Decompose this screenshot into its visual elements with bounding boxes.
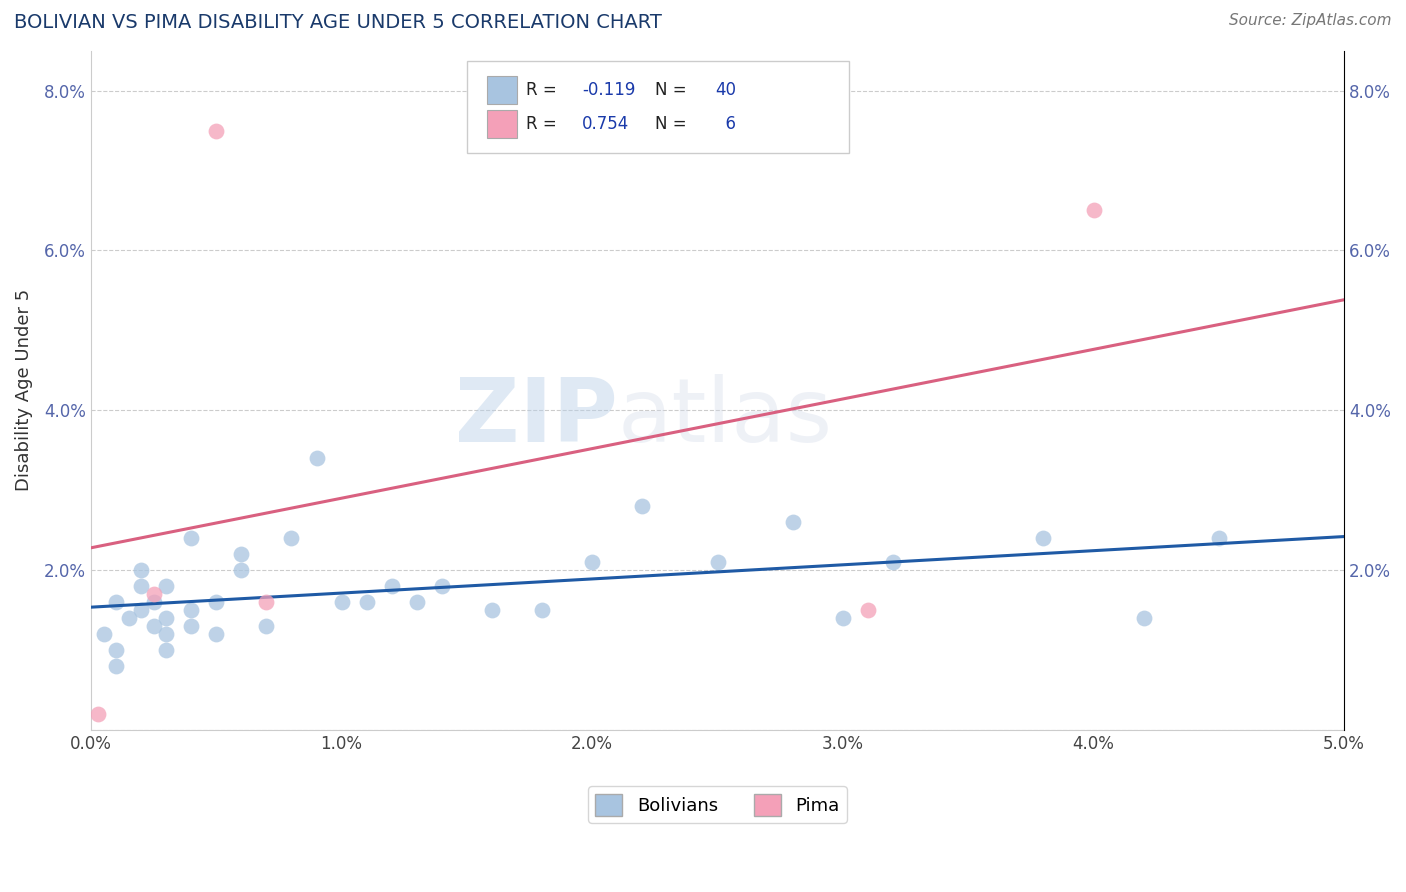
FancyBboxPatch shape: [486, 111, 517, 137]
Point: [117, 611, 139, 625]
Point: [129, 603, 152, 617]
Text: ZIP: ZIP: [454, 374, 617, 461]
Point: [155, 643, 177, 657]
Point: [105, 659, 128, 673]
Point: [430, 579, 453, 593]
Point: [180, 531, 202, 545]
Text: BOLIVIAN VS PIMA DISABILITY AGE UNDER 5 CORRELATION CHART: BOLIVIAN VS PIMA DISABILITY AGE UNDER 5 …: [14, 13, 662, 32]
Text: N =: N =: [655, 81, 692, 99]
Point: [205, 627, 228, 641]
Point: [305, 451, 328, 466]
Y-axis label: Disability Age Under 5: Disability Age Under 5: [15, 289, 32, 491]
Text: Source: ZipAtlas.com: Source: ZipAtlas.com: [1229, 13, 1392, 29]
Point: [1132, 611, 1154, 625]
Point: [231, 563, 253, 577]
FancyBboxPatch shape: [486, 77, 517, 103]
Point: [205, 123, 228, 137]
Point: [142, 587, 165, 601]
Point: [356, 595, 378, 609]
Point: [155, 579, 177, 593]
Text: 40: 40: [716, 81, 737, 99]
Legend: Bolivians, Pima: Bolivians, Pima: [588, 787, 846, 823]
Point: [254, 595, 277, 609]
Point: [180, 619, 202, 633]
Point: [155, 627, 177, 641]
Point: [581, 555, 603, 569]
Text: N =: N =: [655, 115, 692, 133]
Point: [93, 627, 115, 641]
Point: [280, 531, 302, 545]
Point: [129, 563, 152, 577]
Text: atlas: atlas: [617, 374, 832, 461]
Point: [856, 603, 879, 617]
Point: [782, 515, 804, 529]
Point: [706, 555, 728, 569]
Point: [87, 706, 110, 721]
Text: 6: 6: [716, 115, 737, 133]
Point: [142, 595, 165, 609]
Point: [142, 619, 165, 633]
Point: [882, 555, 904, 569]
Point: [205, 595, 228, 609]
Point: [1208, 531, 1230, 545]
Point: [531, 603, 554, 617]
Point: [1032, 531, 1054, 545]
Point: [254, 619, 277, 633]
Text: -0.119: -0.119: [582, 81, 636, 99]
Point: [330, 595, 353, 609]
Point: [105, 595, 128, 609]
Text: 0.754: 0.754: [582, 115, 630, 133]
Point: [831, 611, 853, 625]
Point: [180, 603, 202, 617]
Point: [405, 595, 427, 609]
Point: [231, 547, 253, 561]
Point: [129, 579, 152, 593]
FancyBboxPatch shape: [467, 61, 849, 153]
Point: [481, 603, 503, 617]
Point: [155, 611, 177, 625]
Point: [105, 643, 128, 657]
Text: R =: R =: [526, 81, 562, 99]
Text: R =: R =: [526, 115, 562, 133]
Point: [381, 579, 404, 593]
Point: [631, 499, 654, 513]
Point: [1083, 203, 1105, 218]
